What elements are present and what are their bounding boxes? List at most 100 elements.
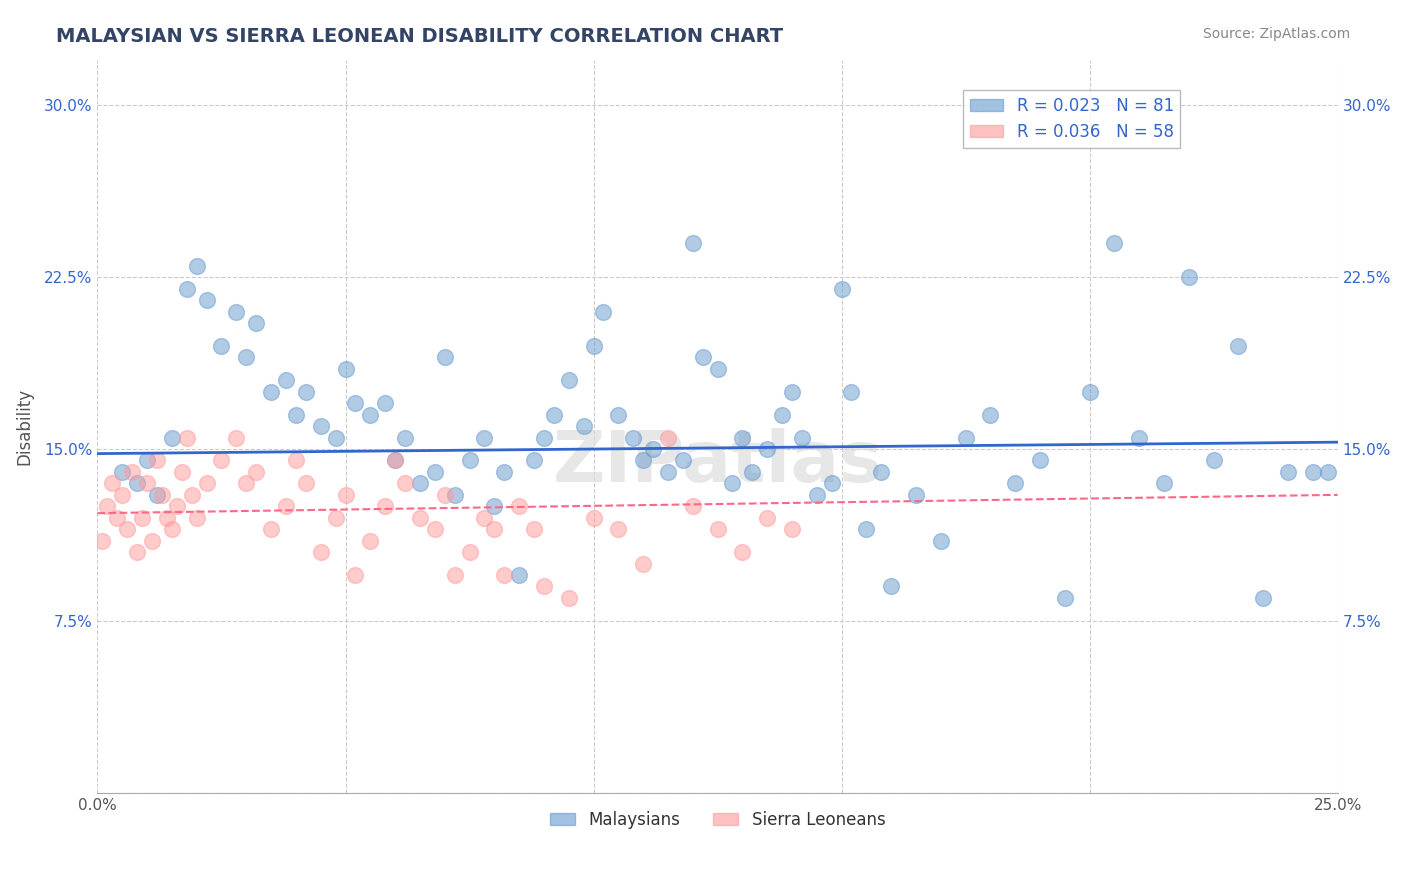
Point <box>423 522 446 536</box>
Point <box>359 408 381 422</box>
Point <box>657 431 679 445</box>
Point <box>105 510 128 524</box>
Point <box>979 408 1001 422</box>
Point <box>1227 339 1250 353</box>
Point <box>186 259 208 273</box>
Point <box>101 476 124 491</box>
Point <box>156 510 179 524</box>
Point <box>631 557 654 571</box>
Point <box>533 579 555 593</box>
Point <box>121 465 143 479</box>
Point <box>672 453 695 467</box>
Point <box>374 396 396 410</box>
Point <box>458 453 481 467</box>
Point <box>756 510 779 524</box>
Point <box>1202 453 1225 467</box>
Point <box>474 510 496 524</box>
Point <box>235 351 257 365</box>
Point <box>855 522 877 536</box>
Point <box>706 522 728 536</box>
Point <box>284 408 307 422</box>
Point <box>508 500 530 514</box>
Point <box>136 453 159 467</box>
Point <box>443 568 465 582</box>
Point <box>150 488 173 502</box>
Point <box>780 384 803 399</box>
Point <box>111 488 134 502</box>
Point <box>344 568 367 582</box>
Point <box>260 384 283 399</box>
Point <box>1277 465 1299 479</box>
Y-axis label: Disability: Disability <box>15 387 32 465</box>
Point <box>721 476 744 491</box>
Point <box>607 522 630 536</box>
Text: Source: ZipAtlas.com: Source: ZipAtlas.com <box>1202 27 1350 41</box>
Point <box>1251 591 1274 605</box>
Point <box>335 488 357 502</box>
Point <box>325 510 347 524</box>
Point <box>335 362 357 376</box>
Point <box>195 476 218 491</box>
Point <box>484 522 506 536</box>
Point <box>790 431 813 445</box>
Point <box>741 465 763 479</box>
Point <box>841 384 863 399</box>
Point <box>731 431 754 445</box>
Point <box>831 282 853 296</box>
Point <box>484 500 506 514</box>
Point <box>115 522 138 536</box>
Point <box>274 500 297 514</box>
Point <box>245 465 267 479</box>
Text: MALAYSIAN VS SIERRA LEONEAN DISABILITY CORRELATION CHART: MALAYSIAN VS SIERRA LEONEAN DISABILITY C… <box>56 27 783 45</box>
Point <box>523 522 546 536</box>
Point <box>592 304 614 318</box>
Point <box>821 476 844 491</box>
Point <box>641 442 664 456</box>
Point <box>756 442 779 456</box>
Point <box>780 522 803 536</box>
Point <box>374 500 396 514</box>
Point <box>1302 465 1324 479</box>
Point <box>558 591 581 605</box>
Point <box>131 510 153 524</box>
Point <box>631 453 654 467</box>
Point <box>523 453 546 467</box>
Point <box>474 431 496 445</box>
Text: ZIPatlas: ZIPatlas <box>553 428 883 497</box>
Point <box>274 373 297 387</box>
Point <box>409 476 432 491</box>
Point <box>682 235 704 250</box>
Point <box>344 396 367 410</box>
Point <box>96 500 118 514</box>
Point <box>582 339 605 353</box>
Point <box>1029 453 1052 467</box>
Point <box>1316 465 1339 479</box>
Point <box>607 408 630 422</box>
Point <box>1178 270 1201 285</box>
Point <box>295 384 318 399</box>
Point <box>260 522 283 536</box>
Point <box>160 431 183 445</box>
Point <box>558 373 581 387</box>
Point <box>657 465 679 479</box>
Point <box>211 453 233 467</box>
Legend: Malaysians, Sierra Leoneans: Malaysians, Sierra Leoneans <box>543 805 891 836</box>
Point <box>384 453 406 467</box>
Point <box>284 453 307 467</box>
Point <box>127 545 149 559</box>
Point <box>309 419 332 434</box>
Point <box>955 431 977 445</box>
Point <box>533 431 555 445</box>
Point <box>394 476 416 491</box>
Point <box>325 431 347 445</box>
Point <box>186 510 208 524</box>
Point <box>195 293 218 307</box>
Point <box>180 488 202 502</box>
Point <box>433 351 456 365</box>
Point <box>146 488 169 502</box>
Point <box>111 465 134 479</box>
Point <box>295 476 318 491</box>
Point <box>359 533 381 548</box>
Point <box>309 545 332 559</box>
Point <box>384 453 406 467</box>
